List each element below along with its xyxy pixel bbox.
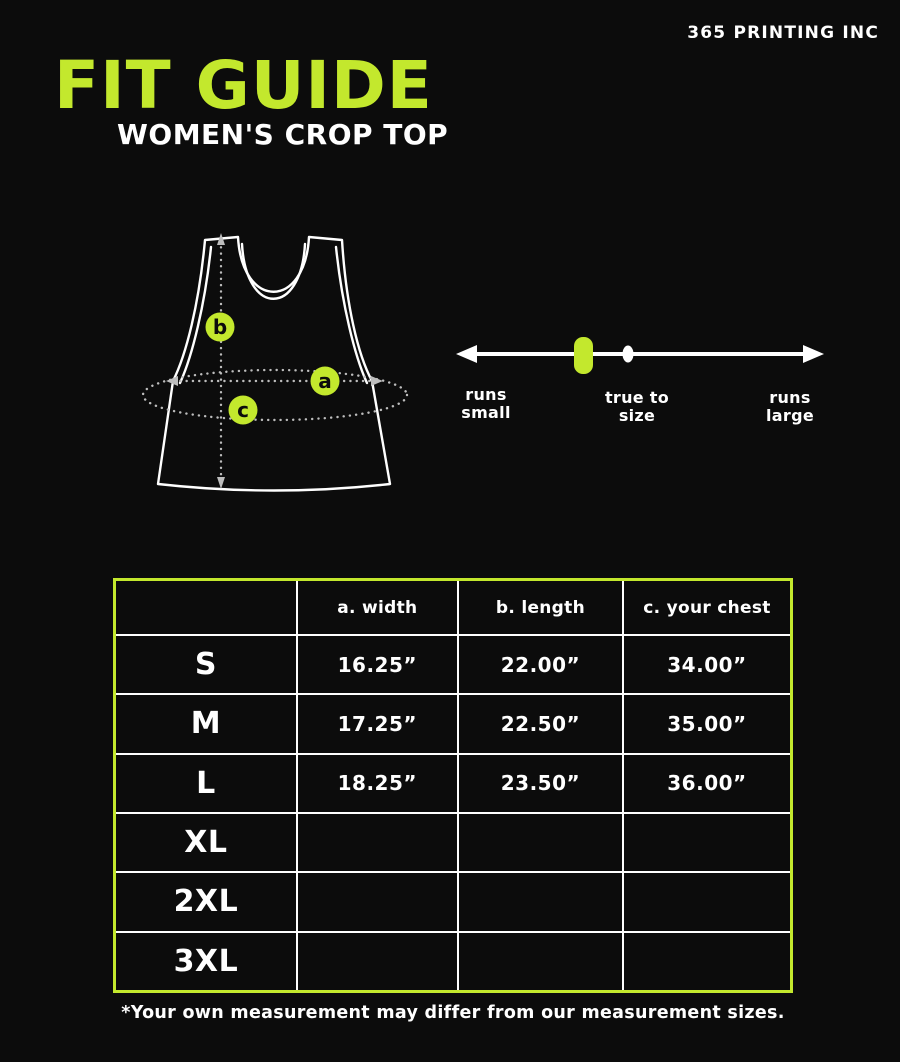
scale-arrow-right-icon <box>803 345 824 363</box>
tank-top-outline <box>156 235 392 492</box>
table-cell <box>297 873 457 931</box>
brand-name: 365 PRINTING INC <box>687 23 879 43</box>
table-cell: 34.00” <box>623 636 790 694</box>
fit-scale <box>456 337 824 374</box>
col-header-chest: c. your chest <box>623 581 790 634</box>
size-label: S <box>116 636 296 694</box>
scale-center-dot <box>622 345 634 363</box>
size-label: 2XL <box>116 873 296 931</box>
size-label: L <box>116 754 296 812</box>
scale-arrow-left-icon <box>456 345 477 363</box>
marker-c-circle <box>228 395 258 425</box>
chest-measure-ellipse <box>141 368 409 422</box>
scale-position-indicator <box>574 337 593 374</box>
armhole-seam-left <box>178 245 213 385</box>
armhole-seam-right <box>334 245 369 385</box>
diagram-markers: b a c <box>205 312 340 425</box>
page-subtitle: WOMEN'S CROP TOP <box>117 118 449 151</box>
table-cell <box>297 932 457 990</box>
size-label: 3XL <box>116 932 296 990</box>
col-header-size <box>116 581 296 634</box>
marker-b-label: b <box>213 315 227 339</box>
table-cell: 18.25” <box>297 754 457 812</box>
table-cell <box>623 873 790 931</box>
neckline-inner-seam <box>240 242 307 300</box>
table-cell: 36.00” <box>623 754 790 812</box>
scale-label-runs-small: runs small <box>461 385 511 422</box>
table-cell <box>623 932 790 990</box>
col-header-length: b. length <box>458 581 622 634</box>
marker-a-label: a <box>318 369 332 393</box>
table-cell <box>458 873 622 931</box>
scale-label-true-to-size: true to size <box>604 388 670 425</box>
table-cell: 23.50” <box>458 754 622 812</box>
marker-b-circle <box>205 312 235 342</box>
table-cell <box>623 813 790 872</box>
size-chart-table: a. width b. length c. your chest S 16.25… <box>113 578 793 993</box>
width-arrow-right-icon <box>371 376 383 386</box>
width-arrow-left-icon <box>166 376 178 386</box>
table-cell <box>458 813 622 872</box>
page-title: FIT GUIDE <box>54 47 433 124</box>
table-cell: 35.00” <box>623 695 790 753</box>
marker-c-label: c <box>237 398 249 422</box>
length-arrow-down-icon <box>217 477 225 489</box>
size-label: XL <box>116 813 296 872</box>
size-label: M <box>116 695 296 753</box>
table-cell <box>458 932 622 990</box>
table-cell: 16.25” <box>297 636 457 694</box>
table-cell <box>297 813 457 872</box>
table-cell: 22.00” <box>458 636 622 694</box>
crop-top-diagram: b a c <box>141 233 409 492</box>
scale-label-runs-large: runs large <box>766 388 814 425</box>
marker-a-circle <box>310 366 340 396</box>
length-arrow-up-icon <box>217 233 225 245</box>
table-cell: 22.50” <box>458 695 622 753</box>
table-cell: 17.25” <box>297 695 457 753</box>
col-header-width: a. width <box>297 581 457 634</box>
measurement-disclaimer: *Your own measurement may differ from ou… <box>121 1003 785 1023</box>
